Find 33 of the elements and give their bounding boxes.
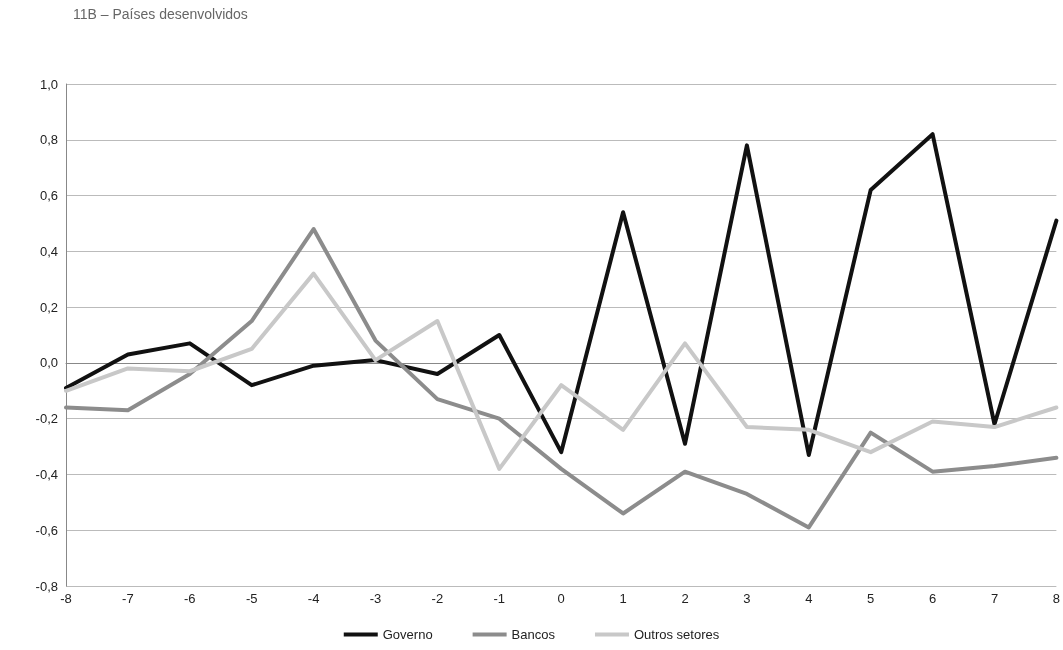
y-tick-label: 1,0 <box>39 76 58 92</box>
x-tick-label: 0 <box>557 591 565 606</box>
y-tick-label: 0,8 <box>39 132 58 148</box>
x-tick-label: 1 <box>619 591 627 606</box>
x-tick-label: -1 <box>493 591 506 606</box>
x-tick-label: -3 <box>369 591 382 606</box>
y-tick-label: -0,4 <box>35 466 58 482</box>
x-tick-label: -8 <box>60 591 72 606</box>
y-tick-label: -0,8 <box>35 578 58 594</box>
x-tick-label: 3 <box>743 591 751 606</box>
x-tick-label: 2 <box>681 591 689 606</box>
y-tick-label: 0,2 <box>39 299 58 315</box>
x-tick-label: 6 <box>928 591 937 606</box>
y-tick-label: 0,6 <box>39 188 58 204</box>
y-tick-label: 0,4 <box>39 243 58 259</box>
y-tick-label: 0,0 <box>39 355 58 371</box>
y-tick-label: -0,6 <box>35 522 58 538</box>
legend-label: Bancos <box>511 627 556 642</box>
x-tick-label: -7 <box>122 591 134 606</box>
x-tick-label: -6 <box>184 591 196 606</box>
x-tick-label: -2 <box>431 591 444 606</box>
x-tick-label: 4 <box>805 591 813 606</box>
x-tick-label: 7 <box>990 591 999 606</box>
legend-label: Governo <box>382 627 433 642</box>
y-tick-label: -0,2 <box>35 411 58 427</box>
x-tick-label: 5 <box>867 591 875 606</box>
line-series <box>64 132 1059 457</box>
legend-label: Outros setores <box>633 627 720 642</box>
line-series <box>64 271 1059 471</box>
chart-title: 11B – Países desenvolvidos <box>73 6 248 22</box>
x-tick-label: -5 <box>245 591 258 606</box>
x-tick-label: 8 <box>1052 591 1060 606</box>
x-tick-label: -4 <box>307 591 320 606</box>
